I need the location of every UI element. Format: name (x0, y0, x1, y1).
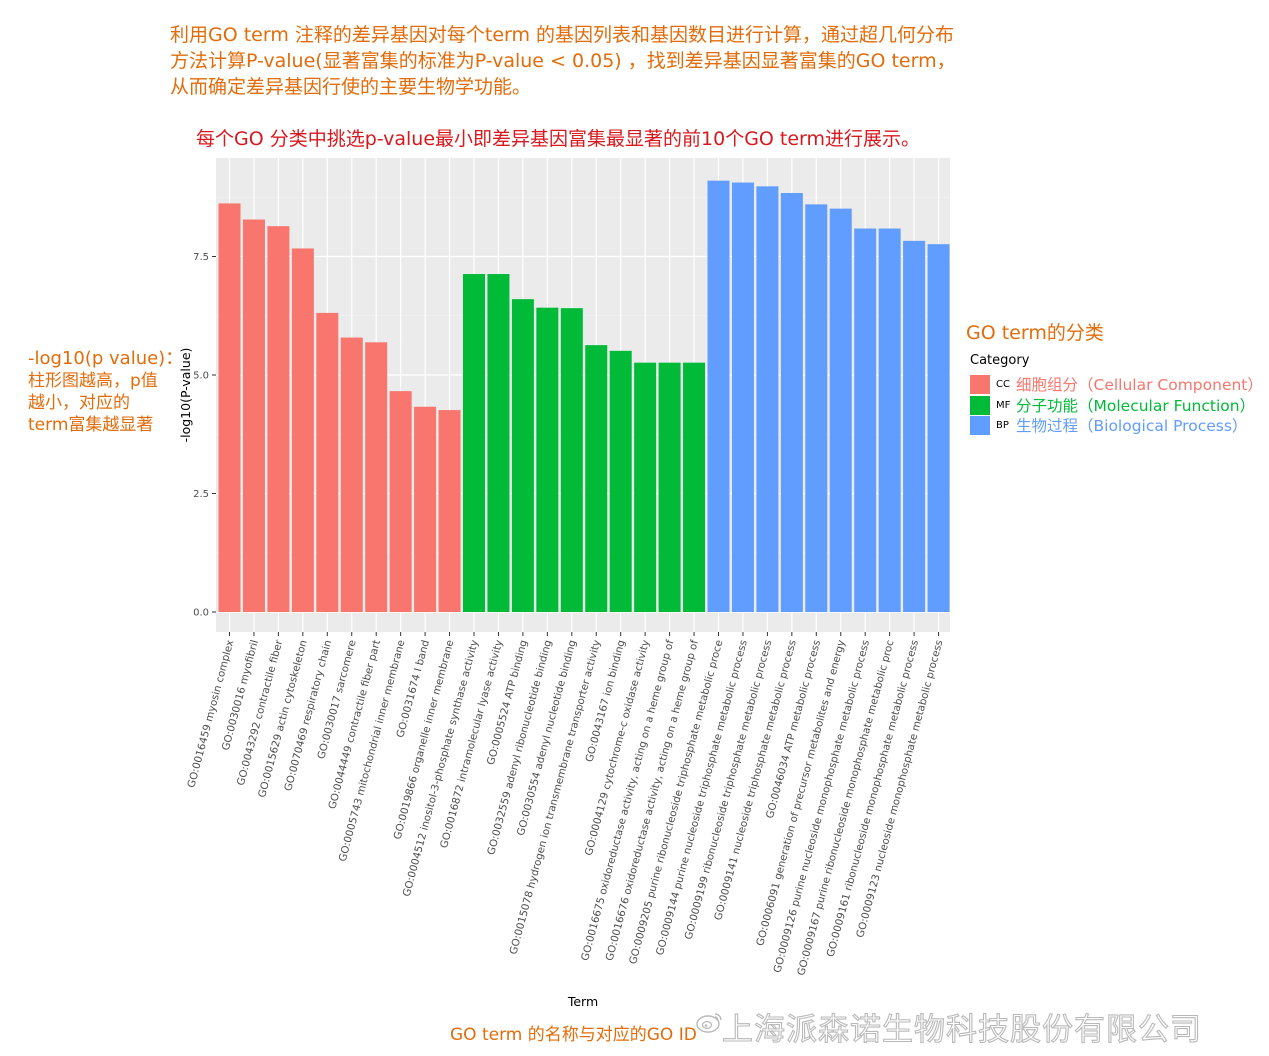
bar-9 (414, 406, 437, 612)
bars (218, 180, 950, 613)
bar-11 (463, 274, 485, 612)
top-annotation-line-1: 利用GO term 注释的差异基因对每个term 的基因列表和基因数目进行计算，… (170, 24, 955, 46)
legend-swatch-cc (970, 374, 990, 394)
bar-14 (536, 307, 559, 612)
bar-15 (560, 308, 583, 612)
legend-annotation: GO term的分类 (966, 322, 1104, 344)
bar-25 (805, 204, 828, 613)
bar-1 (218, 203, 241, 613)
legend-key-bp: BP (996, 419, 1009, 431)
y-axis-annotation-line-4: term富集越显著 (28, 415, 154, 435)
weibo-icon (696, 1013, 722, 1033)
legend-key-cc: CC (996, 378, 1010, 390)
watermark: 上海派森诺生物科技股份有限公司 (721, 1011, 1202, 1048)
bar-3 (267, 226, 290, 612)
bar-26 (829, 208, 852, 612)
bar-23 (756, 186, 779, 612)
bar-20 (683, 362, 706, 612)
legend-description-mf: 分子功能（Molecular Function） (1016, 397, 1256, 415)
y-tick-label: 0.0 (193, 608, 209, 619)
y-axis-annotation-line-3: 越小，对应的 (28, 393, 130, 413)
bar-24 (780, 192, 803, 612)
legend-swatch-mf (970, 395, 990, 415)
legend-entry-mf: MF 分子功能（Molecular Function） (970, 395, 1255, 415)
legend-description-cc: 细胞组分（Cellular Component） (1016, 376, 1263, 394)
y-axis-title: -log10(P-value) (178, 348, 193, 443)
bar-13 (511, 299, 534, 612)
bar-10 (438, 410, 461, 612)
bar-8 (389, 391, 412, 612)
bar-18 (634, 362, 657, 612)
top-annotation-line-2: 方法计算P-value(显著富集的标准为P-value < 0.05) ，找到差… (170, 50, 956, 72)
bar-17 (609, 350, 632, 612)
x-axis-title: Term (567, 994, 598, 1009)
bar-21 (707, 180, 730, 612)
bar-2 (242, 219, 265, 612)
legend-entry-cc: CC 细胞组分（Cellular Component） (970, 374, 1263, 394)
bar-27 (854, 228, 877, 612)
bar-6 (340, 337, 363, 612)
y-axis-annotation: -log10(p value)： 柱形图越高，p值 越小，对应的 term富集越… (28, 348, 188, 436)
bar-29 (903, 240, 926, 612)
y-axis-ticks: 0.0 2.5 5.0 7.5 (193, 252, 216, 619)
y-axis-annotation-line-2: 柱形图越高，p值 (28, 371, 158, 391)
legend-title: Category (970, 353, 1030, 368)
bar-12 (487, 274, 510, 612)
y-tick-label: 7.5 (193, 252, 209, 263)
bar-19 (658, 362, 681, 612)
legend-swatch-bp (970, 415, 990, 435)
bar-22 (731, 182, 754, 612)
legend-entry-bp: BP 生物过程（Biological Process） (970, 415, 1247, 435)
top-annotation-line-3: 从而确定差异基因行使的主要生物学功能。 (170, 76, 532, 98)
x-axis-annotation: GO term 的名称与对应的GO ID (450, 1025, 697, 1045)
top-annotation: 利用GO term 注释的差异基因对每个term 的基因列表和基因数目进行计算，… (170, 22, 1070, 100)
y-axis-annotation-line-1: -log10(p value)： (28, 348, 184, 369)
bar-30 (927, 244, 950, 612)
y-tick-label: 5.0 (193, 371, 209, 382)
bar-4 (291, 248, 314, 612)
bar-7 (365, 342, 388, 612)
y-tick-label: 2.5 (193, 489, 209, 500)
bar-16 (585, 345, 608, 612)
legend-description-bp: 生物过程（Biological Process） (1016, 417, 1248, 435)
bar-5 (316, 312, 339, 612)
legend-key-mf: MF (996, 399, 1011, 411)
selection-annotation: 每个GO 分类中挑选p-value最小即差异基因富集最显著的前10个GO ter… (196, 128, 921, 150)
bar-28 (878, 228, 901, 612)
